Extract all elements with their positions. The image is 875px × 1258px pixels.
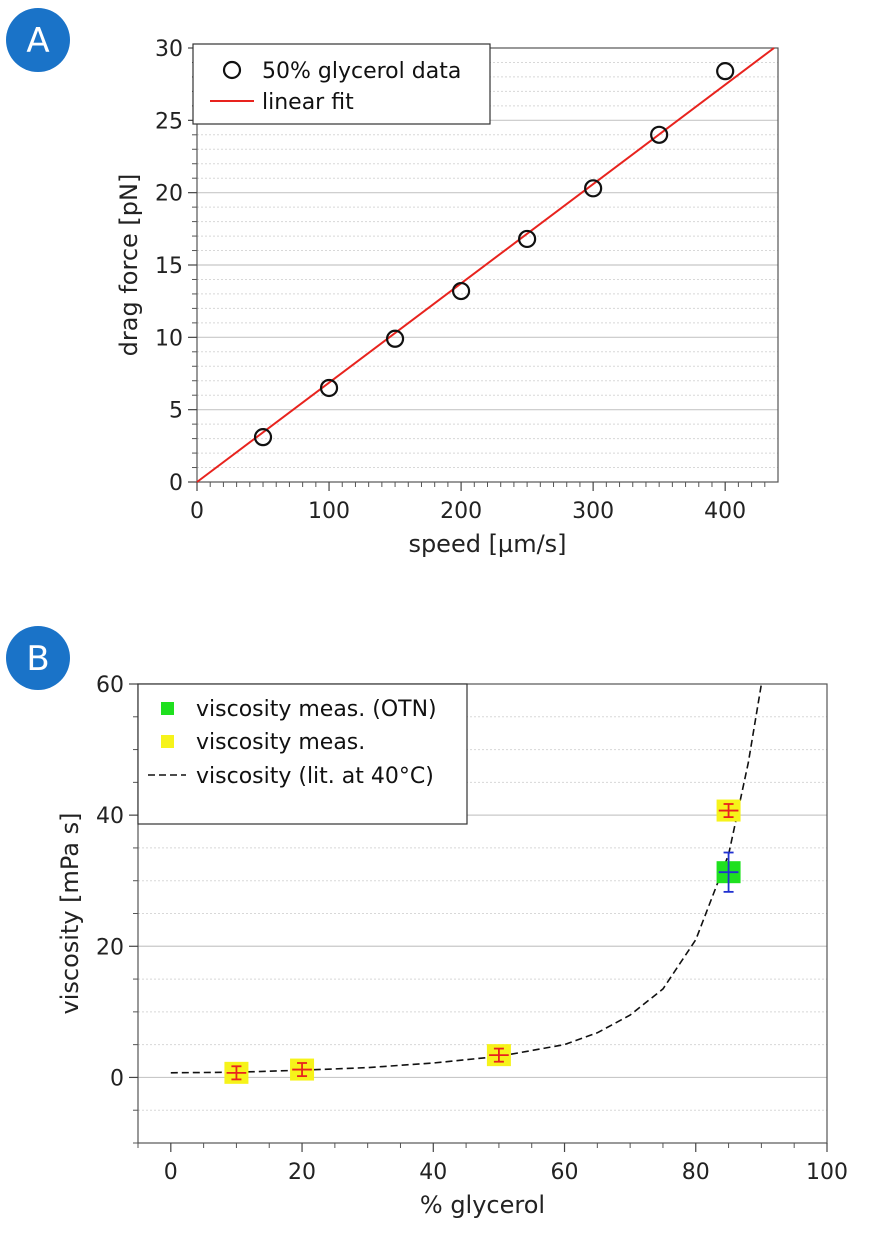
y-tick-label: 15 <box>155 254 183 279</box>
data-point <box>319 378 339 398</box>
legend-otn-marker <box>161 702 174 715</box>
meas-error-bars <box>489 1047 509 1063</box>
panel-b-letter: B <box>26 639 49 679</box>
chart-a-legend: 50% glycerol data linear fit <box>192 43 491 125</box>
chart-b-grid <box>138 716 827 1111</box>
meas-error-bars <box>292 1062 312 1078</box>
x-tick-label: 40 <box>419 1160 447 1185</box>
panel-a-badge: A <box>6 8 70 72</box>
chart-a-marks <box>196 47 775 483</box>
chart-b-x-axis-label: % glycerol <box>420 1191 545 1219</box>
data-point <box>584 179 603 198</box>
y-tick-label: 0 <box>169 471 183 496</box>
legend-label-otn: viscosity meas. (OTN) <box>196 697 437 722</box>
y-tick-label: 20 <box>155 182 183 207</box>
x-tick-label: 100 <box>806 1160 848 1185</box>
meas-error-bars <box>718 803 739 819</box>
otn-error-bars <box>718 851 739 893</box>
chart-a: 0 100 200 300 400 0 5 10 15 20 25 30 50% glycerol d… <box>115 37 779 558</box>
data-point <box>253 428 273 447</box>
legend-meas-marker <box>161 735 174 748</box>
panel-a-letter: A <box>26 21 49 61</box>
data-point <box>451 281 471 301</box>
y-tick-label: 0 <box>110 1066 124 1091</box>
y-tick-label: 5 <box>169 399 183 424</box>
y-tick-label: 25 <box>155 109 183 134</box>
y-tick-label: 30 <box>155 37 183 62</box>
chart-b-y-axis-label: viscosity [mPa s] <box>56 812 84 1014</box>
fit-line <box>196 47 775 483</box>
x-tick-label: 60 <box>551 1160 579 1185</box>
chart-b-marks <box>170 683 763 1084</box>
y-tick-label: 20 <box>96 935 124 960</box>
panel-b-badge: B <box>6 626 70 690</box>
chart-b-legend: viscosity meas. (OTN) viscosity meas. visc… <box>137 683 468 825</box>
chart-a-x-axis-label: speed [µm/s] <box>408 530 566 558</box>
legend-circle-marker <box>222 60 242 80</box>
x-tick-label: 0 <box>164 1160 178 1185</box>
x-tick-label: 400 <box>704 499 746 524</box>
x-tick-label: 100 <box>308 499 350 524</box>
y-tick-label: 40 <box>96 804 124 829</box>
chart-b: 0 20 40 60 80 100 0 20 40 60 viscosity meas. (OTN… <box>56 673 848 1219</box>
x-tick-label: 300 <box>572 499 614 524</box>
meas-error-bars <box>226 1065 247 1081</box>
panel-a-badge-circle <box>6 8 70 72</box>
legend-box <box>137 683 468 825</box>
legend-label-fit: linear fit <box>262 90 354 115</box>
data-point <box>518 229 537 249</box>
data-point <box>716 62 735 81</box>
data-point <box>385 329 405 348</box>
x-tick-label: 20 <box>288 1160 316 1185</box>
data-point <box>650 125 669 144</box>
legend-box <box>192 43 491 125</box>
legend-label-lit: viscosity (lit. at 40°C) <box>196 764 434 789</box>
x-tick-label: 80 <box>682 1160 710 1185</box>
chart-a-y-axis-label: drag force [pN] <box>115 174 143 357</box>
y-tick-label: 10 <box>155 326 183 351</box>
legend-label-data: 50% glycerol data <box>262 59 461 84</box>
legend-label-meas: viscosity meas. <box>196 730 365 755</box>
chart-a-ticks: 0 100 200 300 400 0 5 10 15 20 25 30 <box>155 37 766 524</box>
x-tick-label: 0 <box>190 499 204 524</box>
panel-b-badge-circle <box>6 626 70 690</box>
chart-b-ticks: 0 20 40 60 80 100 0 20 40 60 <box>96 673 848 1185</box>
x-tick-label: 200 <box>440 499 482 524</box>
y-tick-label: 60 <box>96 673 124 698</box>
